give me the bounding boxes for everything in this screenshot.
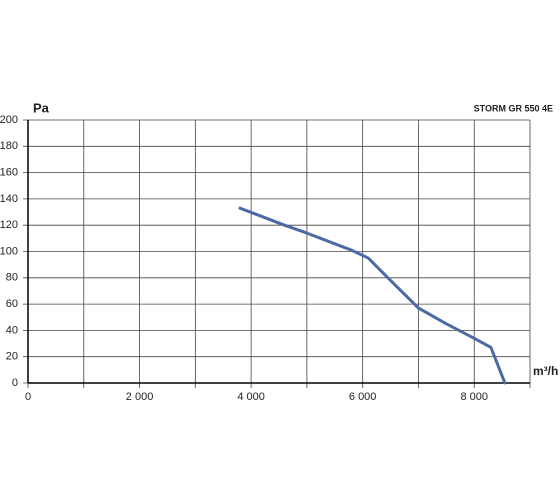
y-tick-label: 180 bbox=[0, 140, 18, 152]
y-tick-label: 160 bbox=[0, 167, 18, 179]
y-tick-label: 80 bbox=[6, 272, 18, 284]
x-tick-label: 4 000 bbox=[237, 391, 265, 403]
y-tick-label: 0 bbox=[12, 377, 18, 389]
y-tick-label: 100 bbox=[0, 245, 18, 257]
y-tick-label: 60 bbox=[6, 298, 18, 310]
y-tick-label: 200 bbox=[0, 114, 18, 126]
y-tick-label: 120 bbox=[0, 219, 18, 231]
chart-title: STORM GR 550 4E bbox=[474, 103, 553, 113]
x-tick-label: 6 000 bbox=[349, 391, 377, 403]
curve bbox=[238, 206, 507, 385]
x-tick-label: 8 000 bbox=[460, 391, 488, 403]
y-tick-label: 20 bbox=[6, 351, 18, 363]
y-tick-label: 140 bbox=[0, 193, 18, 205]
x-tick-label: 2 000 bbox=[126, 391, 154, 403]
x-axis-label: m³/h bbox=[533, 364, 558, 378]
x-tick-label: 0 bbox=[25, 391, 31, 403]
y-tick-label: 40 bbox=[6, 324, 18, 336]
y-axis-label: Pa bbox=[33, 100, 50, 115]
